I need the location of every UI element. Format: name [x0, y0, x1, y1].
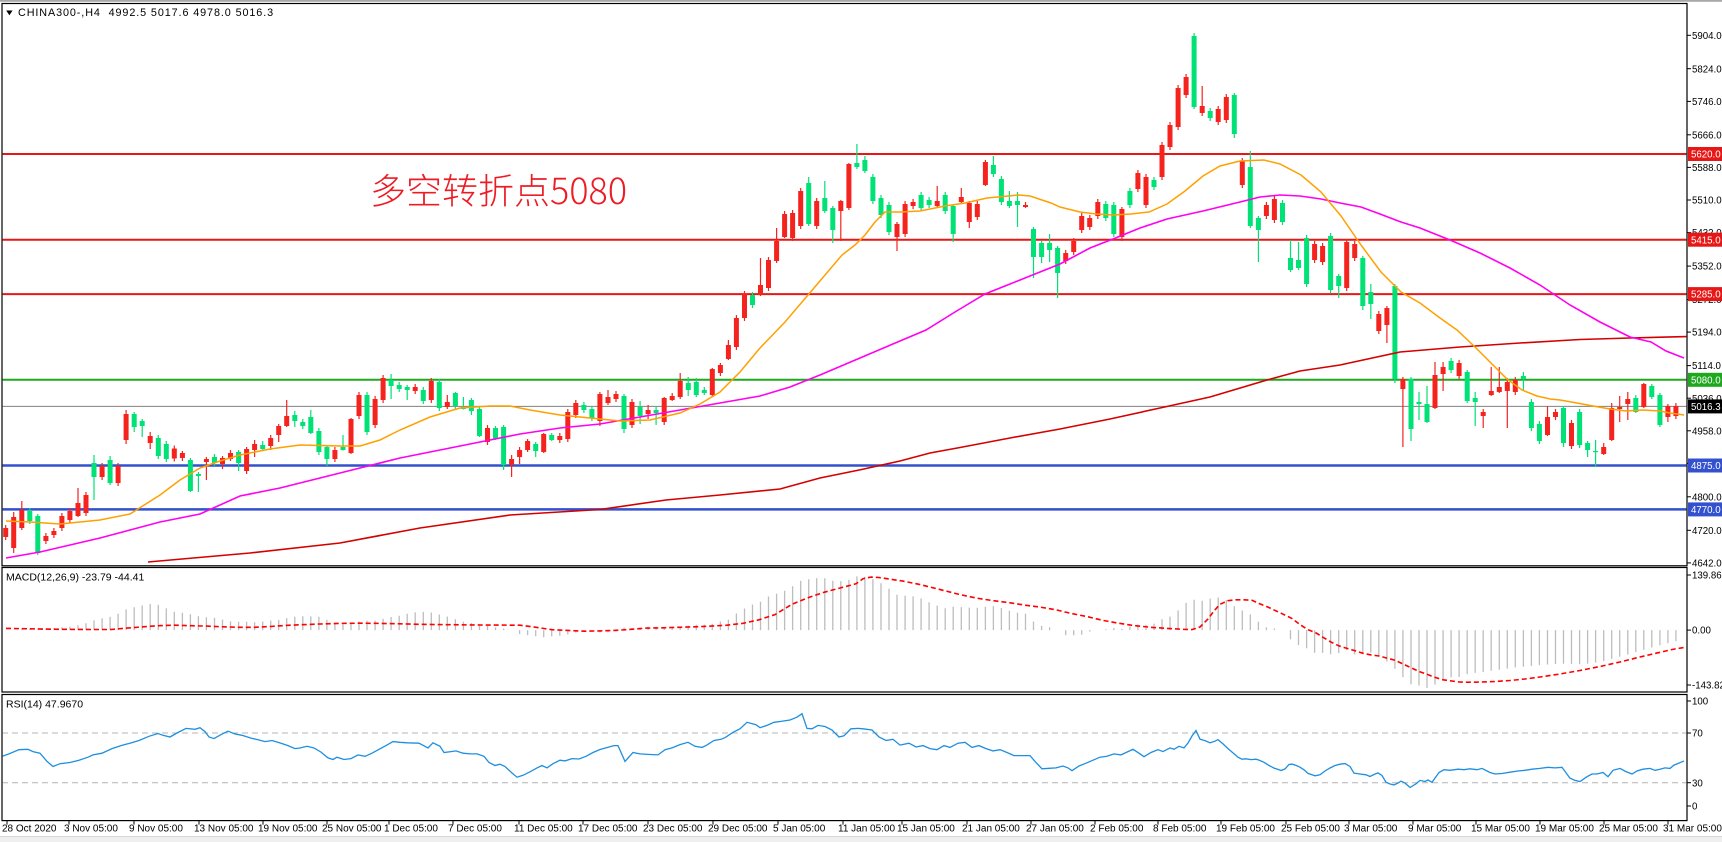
svg-text:5194.0: 5194.0 — [1692, 328, 1722, 339]
svg-text:4770.0: 4770.0 — [1691, 505, 1721, 516]
svg-text:15 Jan 05:00: 15 Jan 05:00 — [897, 824, 955, 835]
svg-text:3 Mar 05:00: 3 Mar 05:00 — [1344, 824, 1398, 835]
svg-text:MACD(12,26,9) -23.79 -44.41: MACD(12,26,9) -23.79 -44.41 — [6, 572, 144, 584]
svg-text:9 Mar 05:00: 9 Mar 05:00 — [1408, 824, 1462, 835]
svg-text:5352.0: 5352.0 — [1692, 262, 1722, 273]
svg-text:19 Feb 05:00: 19 Feb 05:00 — [1216, 824, 1275, 835]
svg-text:CHINA300-,H4 4992.5 5017.6 49: CHINA300-,H4 4992.5 5017.6 4978.0 5016.3 — [18, 7, 274, 19]
svg-text:3 Nov 05:00: 3 Nov 05:00 — [64, 824, 118, 835]
svg-text:25 Mar 05:00: 25 Mar 05:00 — [1599, 824, 1658, 835]
svg-text:5114.0: 5114.0 — [1692, 361, 1722, 372]
svg-text:11 Jan 05:00: 11 Jan 05:00 — [838, 824, 896, 835]
svg-text:19 Mar 05:00: 19 Mar 05:00 — [1535, 824, 1594, 835]
svg-text:5285.0: 5285.0 — [1691, 290, 1721, 301]
svg-text:100: 100 — [1692, 697, 1709, 708]
svg-text:4875.0: 4875.0 — [1691, 461, 1721, 472]
svg-text:5746.0: 5746.0 — [1692, 97, 1722, 108]
svg-text:0: 0 — [1692, 802, 1698, 813]
svg-text:9 Nov 05:00: 9 Nov 05:00 — [129, 824, 183, 835]
svg-text:25 Nov 05:00: 25 Nov 05:00 — [322, 824, 382, 835]
svg-text:4958.0: 4958.0 — [1692, 426, 1722, 437]
svg-text:5588.0: 5588.0 — [1692, 163, 1722, 174]
svg-text:5 Jan 05:00: 5 Jan 05:00 — [773, 824, 826, 835]
svg-text:7 Dec 05:00: 7 Dec 05:00 — [448, 824, 502, 835]
svg-text:30: 30 — [1692, 778, 1703, 789]
svg-text:5824.0: 5824.0 — [1692, 64, 1722, 75]
svg-text:-143.82: -143.82 — [1692, 681, 1722, 692]
svg-text:27 Jan 05:00: 27 Jan 05:00 — [1026, 824, 1084, 835]
svg-text:5415.0: 5415.0 — [1691, 235, 1721, 246]
svg-text:28 Oct 2020: 28 Oct 2020 — [2, 824, 57, 835]
svg-text:5080.0: 5080.0 — [1691, 375, 1721, 386]
svg-text:4800.0: 4800.0 — [1692, 492, 1722, 503]
svg-text:139.86: 139.86 — [1692, 571, 1722, 582]
svg-text:31 Mar 05:00: 31 Mar 05:00 — [1663, 824, 1722, 835]
svg-text:0.00: 0.00 — [1692, 626, 1711, 637]
svg-text:17 Dec 05:00: 17 Dec 05:00 — [578, 824, 638, 835]
svg-text:5904.0: 5904.0 — [1692, 31, 1722, 42]
svg-text:15 Mar 05:00: 15 Mar 05:00 — [1471, 824, 1530, 835]
svg-text:19 Nov 05:00: 19 Nov 05:00 — [258, 824, 318, 835]
svg-text:5666.0: 5666.0 — [1692, 130, 1722, 141]
svg-text:2 Feb 05:00: 2 Feb 05:00 — [1090, 824, 1144, 835]
svg-text:5620.0: 5620.0 — [1691, 150, 1721, 161]
svg-text:25 Feb 05:00: 25 Feb 05:00 — [1281, 824, 1340, 835]
svg-text:RSI(14) 47.9670: RSI(14) 47.9670 — [6, 699, 83, 711]
svg-text:5510.0: 5510.0 — [1692, 196, 1722, 207]
svg-text:4720.0: 4720.0 — [1692, 526, 1722, 537]
svg-text:4642.0: 4642.0 — [1692, 559, 1722, 570]
svg-text:5036.0: 5036.0 — [1692, 394, 1722, 405]
svg-text:1 Dec 05:00: 1 Dec 05:00 — [384, 824, 438, 835]
svg-text:13 Nov 05:00: 13 Nov 05:00 — [194, 824, 254, 835]
svg-text:23 Dec 05:00: 23 Dec 05:00 — [643, 824, 703, 835]
svg-text:21 Jan 05:00: 21 Jan 05:00 — [962, 824, 1020, 835]
svg-text:5016.3: 5016.3 — [1691, 402, 1721, 413]
svg-text:70: 70 — [1692, 729, 1703, 740]
svg-text:11 Dec 05:00: 11 Dec 05:00 — [514, 824, 573, 835]
svg-text:29 Dec 05:00: 29 Dec 05:00 — [708, 824, 768, 835]
svg-text:8 Feb 05:00: 8 Feb 05:00 — [1153, 824, 1207, 835]
